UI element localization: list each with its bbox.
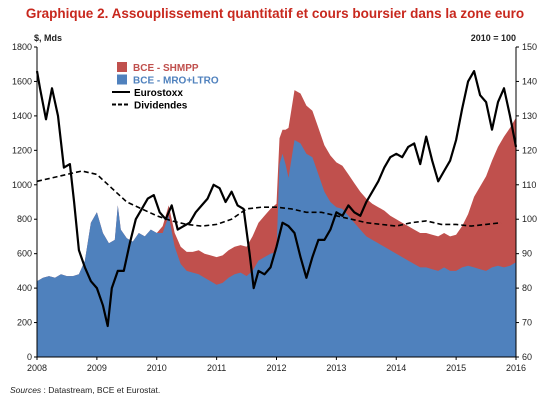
right-axis-ticks: 60 70 80 90 100 110 120 130 140 150 bbox=[516, 42, 537, 362]
source-text: : Datastream, BCE et Eurostat. bbox=[41, 385, 161, 395]
left-tick-label: 400 bbox=[17, 283, 32, 293]
source-label: Sources bbox=[10, 385, 42, 395]
left-tick-label: 1000 bbox=[12, 180, 32, 190]
x-tick-label: 2008 bbox=[27, 363, 47, 373]
left-axis-unit: $, Mds bbox=[34, 33, 62, 43]
right-tick-label: 120 bbox=[522, 145, 537, 155]
right-tick-label: 70 bbox=[522, 318, 532, 328]
x-tick-label: 2012 bbox=[266, 363, 286, 373]
legend-label: BCE - MRO+LTRO bbox=[133, 76, 219, 87]
right-tick-label: 150 bbox=[522, 42, 537, 52]
series-line-dividendes bbox=[36, 170, 502, 227]
plot-areas bbox=[37, 90, 516, 357]
left-tick-label: 600 bbox=[17, 249, 32, 259]
x-tick-label: 2013 bbox=[326, 363, 346, 373]
x-axis-ticks: 2008 2009 2010 2011 2012 2013 2014 2015 2016 bbox=[27, 357, 526, 373]
right-tick-label: 80 bbox=[522, 283, 532, 293]
left-axis-ticks: 0 200 400 600 800 1000 1200 1400 1600 1800 bbox=[12, 42, 37, 362]
left-tick-label: 0 bbox=[27, 352, 32, 362]
legend-label: Dividendes bbox=[134, 101, 188, 112]
x-tick-label: 2016 bbox=[506, 363, 526, 373]
source-note: Sources : Datastream, BCE et Eurostat. bbox=[10, 385, 160, 395]
left-tick-label: 800 bbox=[17, 214, 32, 224]
left-tick-label: 1400 bbox=[12, 111, 32, 121]
x-tick-label: 2014 bbox=[386, 363, 406, 373]
x-tick-label: 2009 bbox=[87, 363, 107, 373]
right-tick-label: 140 bbox=[522, 76, 537, 86]
right-tick-label: 100 bbox=[522, 214, 537, 224]
legend-label: BCE - SHMPP bbox=[133, 63, 199, 74]
x-tick-label: 2015 bbox=[446, 363, 466, 373]
left-tick-label: 1600 bbox=[12, 76, 32, 86]
chart-title: Graphique 2. Assouplissement quantitatif… bbox=[25, 6, 525, 21]
plot-lines bbox=[35, 70, 518, 328]
x-tick-label: 2010 bbox=[147, 363, 167, 373]
x-tick-label: 2011 bbox=[207, 363, 226, 373]
right-tick-label: 60 bbox=[522, 352, 532, 362]
legend-swatch bbox=[117, 74, 127, 85]
right-tick-label: 110 bbox=[522, 180, 536, 190]
right-tick-label: 90 bbox=[522, 249, 532, 259]
left-tick-label: 200 bbox=[17, 318, 32, 328]
left-tick-label: 1800 bbox=[12, 42, 32, 52]
legend-swatch bbox=[117, 62, 127, 72]
right-axis-unit: 2010 = 100 bbox=[471, 33, 516, 43]
series-line-eurostoxx bbox=[35, 70, 518, 328]
legend-label: Eurostoxx bbox=[134, 88, 183, 99]
series-area-mro-ltro bbox=[37, 140, 516, 357]
right-tick-label: 130 bbox=[522, 111, 537, 121]
left-tick-label: 1200 bbox=[12, 145, 32, 155]
